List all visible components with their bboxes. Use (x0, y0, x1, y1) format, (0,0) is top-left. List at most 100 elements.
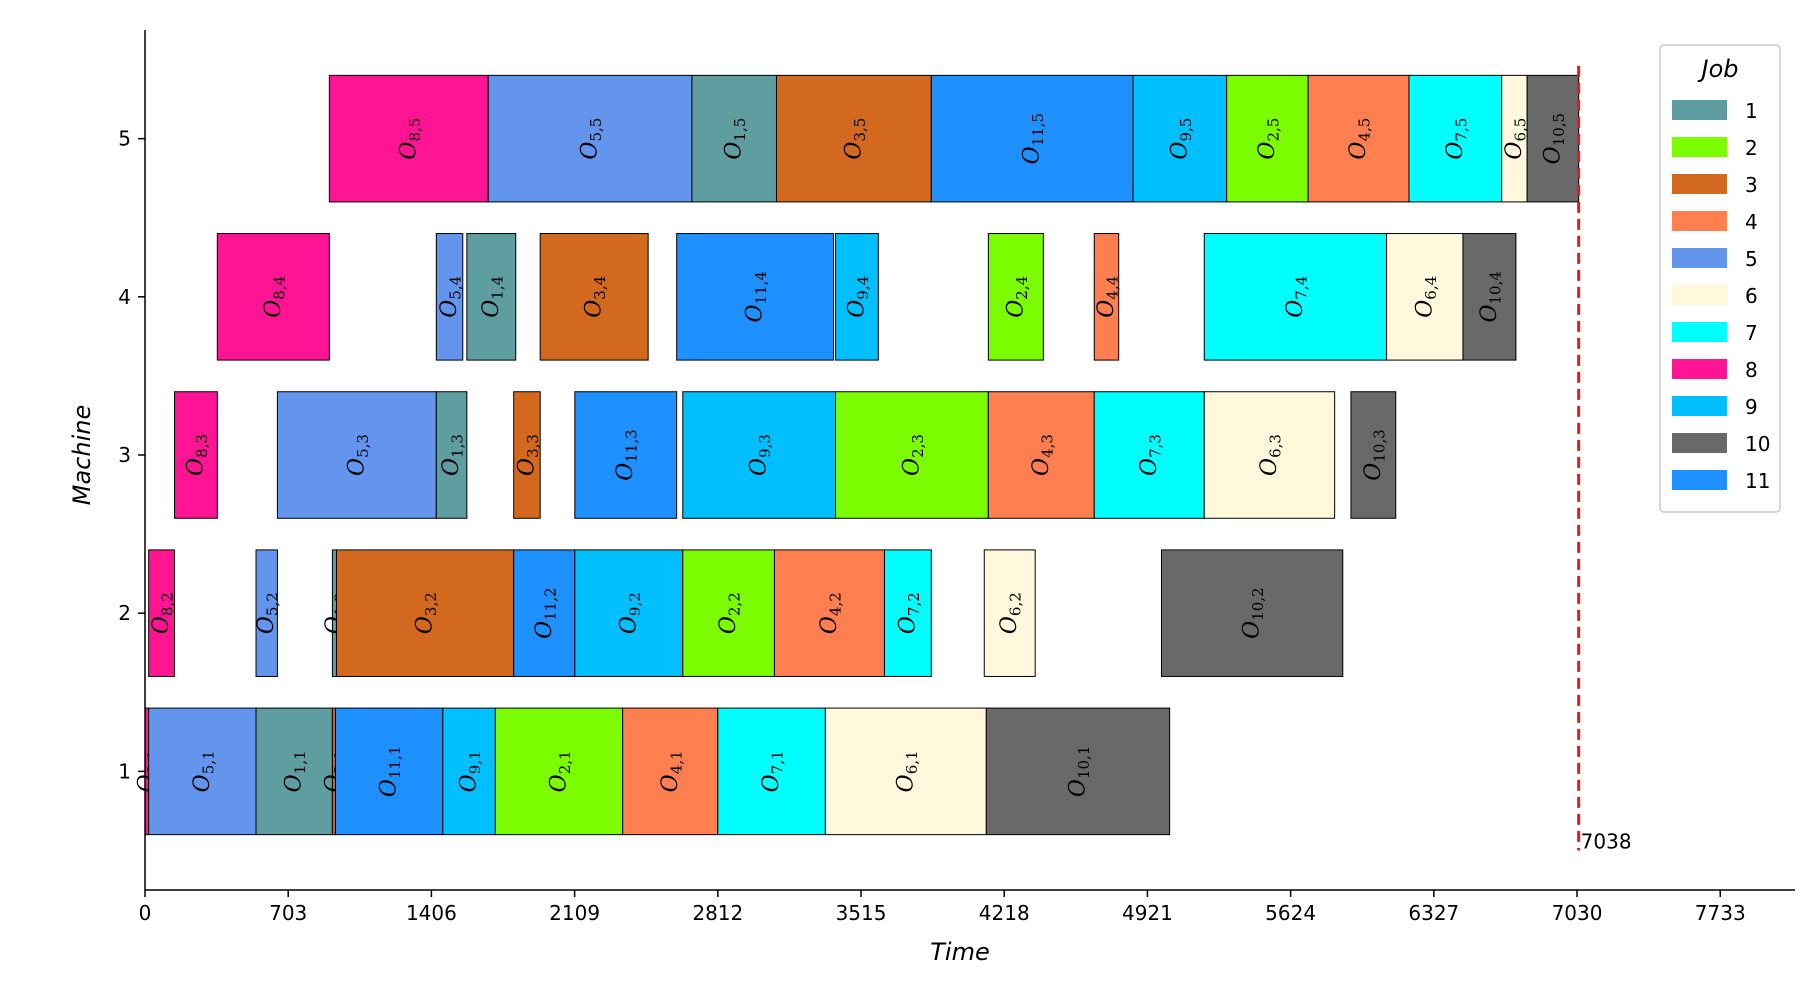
operation-bar-m3-j8 (174, 391, 218, 519)
operation-bar-m3-j4 (987, 391, 1095, 519)
legend-label-job-4: 4 (1745, 210, 1758, 234)
legend-label-job-9: 9 (1745, 395, 1758, 419)
x-tick-label: 1406 (406, 901, 457, 925)
operation-bar-m4-j6 (1386, 233, 1464, 361)
x-tick-label: 2812 (692, 901, 743, 925)
operation-label-m3-j6: O6,3 (1257, 434, 1285, 476)
x-axis-label: Time (930, 938, 989, 966)
legend-swatch-job-11 (1672, 470, 1727, 490)
legend-label-job-11: 11 (1745, 469, 1770, 493)
x-tick-label: 3515 (836, 901, 887, 925)
operation-bar-m3-j1 (435, 391, 468, 519)
legend-label-job-1: 1 (1745, 99, 1758, 123)
operation-label-m1-j11: O11,1 (377, 746, 405, 797)
operation-bar-m3-j9 (682, 391, 837, 519)
operation-bar-m4-j8 (216, 233, 330, 361)
legend-items: 1 2 3 4 5 6 7 8 9 10 11 (1672, 99, 1770, 493)
operation-bar-m1-j9 (442, 707, 496, 836)
operation-bar-m5-j10 (1526, 74, 1580, 203)
operation-bar-m4-j4 (1093, 233, 1120, 361)
x-tick-label: 5624 (1265, 901, 1316, 925)
legend-swatch-job-7 (1672, 322, 1727, 342)
x-tick-label: 6327 (1408, 901, 1459, 925)
y-tick-label: 5 (118, 127, 131, 151)
legend-swatch-job-10 (1672, 433, 1727, 453)
operation-bar-m2-j5 (255, 549, 278, 677)
axes: 0 703 1406 2109 2812 3515 4218 4921 5624 6327 7030… (68, 30, 1795, 966)
makespan-label: 7038 (1581, 829, 1632, 853)
operation-bar-m1-j2 (494, 707, 624, 836)
legend: Job 1 2 3 4 5 6 7 8 9 10 11 (1659, 44, 1781, 513)
y-tick-label: 1 (118, 759, 131, 783)
y-axis-label: Machine (68, 405, 96, 505)
x-tick-label: 0 (139, 901, 152, 925)
operation-bar-m4-j9 (835, 233, 879, 361)
operation-bar-m3-j3 (513, 391, 541, 519)
operation-bar-m4-j1 (466, 233, 517, 361)
operation-label-m5-j10: O10,5 (1540, 113, 1568, 164)
operation-bar-m5-j11 (930, 74, 1134, 203)
operation-bar-m1-j11 (334, 707, 444, 836)
makespan-marker: 7038 (1577, 65, 1632, 853)
operation-bar-m3-j10 (1350, 391, 1397, 519)
legend-swatch-job-3 (1672, 174, 1727, 194)
legend-label-job-6: 6 (1745, 284, 1758, 308)
operation-bars: O8,1O5,1O1,1O3,1O11,1O9,1O2,1O4,1O7,1O6,… (134, 74, 1580, 836)
x-tick-label: 2109 (549, 901, 600, 925)
operation-bar-m4-j7 (1203, 233, 1388, 361)
operation-bar-m5-j1 (691, 74, 777, 203)
operation-bar-m2-j9 (574, 549, 684, 677)
operation-bar-m2-j6 (983, 549, 1036, 677)
operation-bar-m2-j8 (148, 549, 176, 677)
operation-bar-m1-j4 (622, 707, 719, 836)
x-tick-label: 4921 (1122, 901, 1173, 925)
operation-bar-m1-j6 (824, 707, 987, 836)
legend-swatch-job-1 (1672, 100, 1727, 120)
operation-bar-m3-j5 (276, 391, 437, 519)
operation-bar-m1-j1 (255, 707, 333, 836)
legend-swatch-job-6 (1672, 285, 1727, 305)
legend-label-job-5: 5 (1745, 247, 1758, 271)
operation-bar-m3-j2 (835, 391, 989, 519)
legend-swatch-job-5 (1672, 248, 1727, 268)
legend-label-job-10: 10 (1745, 432, 1770, 456)
y-axis-ticks: 1 2 3 4 5 (118, 127, 145, 783)
operation-bar-m3-j6 (1203, 391, 1336, 519)
operation-label-m1-j4: O4,1 (658, 750, 686, 792)
operation-bar-m2-j7 (883, 549, 932, 677)
legend-swatch-job-2 (1672, 137, 1727, 157)
legend-swatch-job-8 (1672, 359, 1727, 379)
legend-label-job-3: 3 (1745, 173, 1758, 197)
operation-bar-m1-j10 (985, 707, 1171, 836)
x-tick-label: 7030 (1552, 901, 1603, 925)
operation-bar-m3-j7 (1093, 391, 1205, 519)
x-tick-label: 4218 (979, 901, 1030, 925)
operation-label-m1-j6: O6,1 (893, 750, 921, 792)
operation-bar-m5-j6 (1501, 74, 1528, 203)
operation-bar-m4-j11 (676, 233, 835, 361)
legend-title: Job (1698, 55, 1739, 83)
x-tick-label: 7733 (1695, 901, 1746, 925)
operation-bar-m2-j4 (773, 549, 885, 677)
operation-bar-m5-j3 (775, 74, 932, 203)
operation-bar-m4-j10 (1462, 233, 1517, 361)
x-axis-ticks: 0 703 1406 2109 2812 3515 4218 4921 5624 6327 7030… (139, 890, 1746, 925)
legend-swatch-job-9 (1672, 396, 1727, 416)
operation-label-m3-j2: O2,3 (899, 434, 927, 476)
operation-bar-m4-j5 (435, 233, 464, 361)
operation-bar-m5-j5 (487, 74, 693, 203)
legend-label-job-2: 2 (1745, 136, 1758, 160)
operation-bar-m5-j7 (1408, 74, 1503, 203)
operation-bar-m5-j8 (328, 74, 489, 203)
operation-bar-m3-j11 (574, 391, 678, 519)
y-tick-label: 4 (118, 285, 131, 309)
legend-frame (1659, 44, 1781, 513)
operation-bar-m5-j2 (1226, 74, 1309, 203)
y-tick-label: 3 (118, 443, 131, 467)
operation-bar-m2-j3 (335, 549, 515, 677)
operation-bar-m1-j5 (148, 707, 257, 836)
legend-label-job-8: 8 (1745, 358, 1758, 382)
operation-bar-m4-j2 (987, 233, 1044, 361)
